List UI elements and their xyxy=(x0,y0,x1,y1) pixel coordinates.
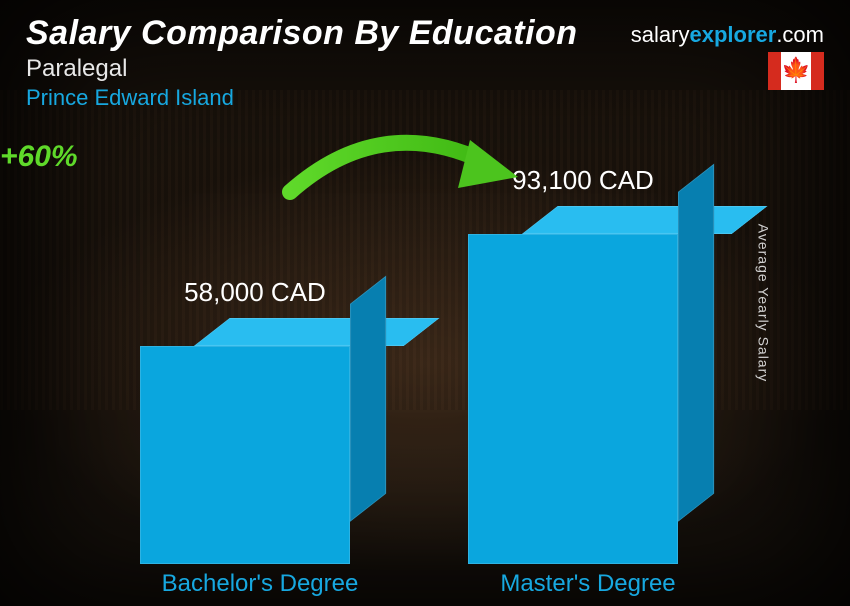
bar-top-face xyxy=(194,318,440,346)
bar-label-masters: Master's Degree xyxy=(458,570,718,598)
maple-leaf-icon: 🍁 xyxy=(781,59,811,83)
percent-difference: +60% xyxy=(0,140,78,174)
bar-side-face xyxy=(678,164,714,522)
bar-label-bachelors: Bachelor's Degree xyxy=(130,570,390,598)
bar-front-face xyxy=(468,234,678,564)
bar-value-bachelors: 58,000 CAD xyxy=(125,277,385,308)
brand-accent: explorer xyxy=(689,22,776,47)
flag-left-bar xyxy=(768,52,781,90)
bar-masters xyxy=(468,234,678,564)
bar-bachelors xyxy=(140,346,350,564)
brand-suffix: .com xyxy=(776,22,824,47)
increase-arrow-icon xyxy=(270,122,550,232)
bar-chart: 58,000 CAD 93,100 CAD +60% xyxy=(0,140,850,564)
bar-side-face xyxy=(350,276,386,522)
canada-flag-icon: 🍁 xyxy=(768,52,824,90)
chart-subtitle: Paralegal xyxy=(26,55,824,83)
chart-location: Prince Edward Island xyxy=(26,85,824,111)
bar-front-face xyxy=(140,346,350,564)
flag-right-bar xyxy=(811,52,824,90)
flag-center: 🍁 xyxy=(781,52,811,90)
brand-prefix: salary xyxy=(631,22,690,47)
brand-logo: salaryexplorer.com xyxy=(631,22,824,48)
bar-top-face xyxy=(522,206,768,234)
